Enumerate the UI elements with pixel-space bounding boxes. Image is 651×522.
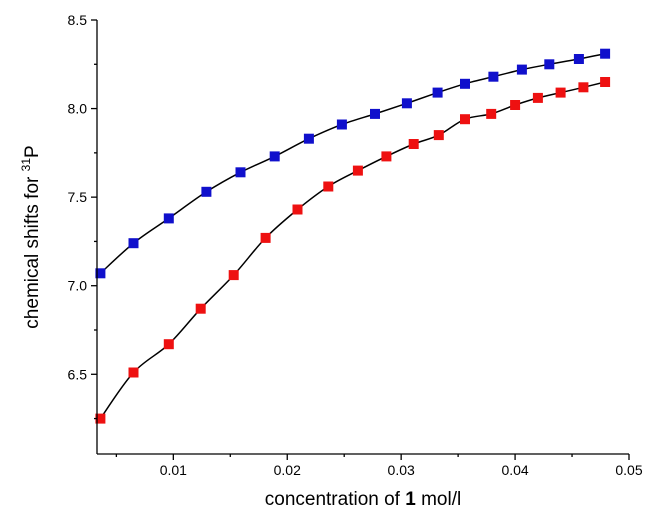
y-tick-label: 7.0: [68, 278, 88, 294]
data-point-red: [555, 87, 566, 98]
data-markers: [95, 48, 611, 424]
data-point-blue: [336, 119, 347, 130]
data-point-red: [600, 77, 611, 87]
data-point-blue: [573, 54, 584, 64]
data-point-blue: [432, 87, 443, 98]
data-point-blue: [95, 268, 106, 279]
y-tick-label: 8.0: [68, 101, 88, 117]
data-point-red: [128, 367, 139, 378]
data-point-red: [408, 139, 419, 149]
tick-labels: 0.01 0.02 0.03 0.04 0.05 6.5 7.0 7.5 8.0 8.5: [68, 12, 643, 478]
y-axis-title: chemical shifts for 31P: [19, 145, 43, 328]
data-point-blue: [303, 133, 314, 144]
data-point-blue: [163, 213, 174, 224]
data-point-blue: [460, 78, 470, 89]
data-point-blue: [401, 98, 412, 109]
plot-area: [95, 48, 611, 424]
data-point-blue: [600, 48, 611, 59]
data-point-red: [228, 270, 239, 281]
x-tick-label: 0.01: [160, 462, 187, 478]
axis-ticks: [91, 19, 630, 460]
y-tick-label: 6.5: [68, 366, 88, 382]
x-tick-label: 0.04: [501, 462, 528, 478]
data-point-red: [163, 339, 174, 350]
x-tick-label: 0.05: [615, 462, 642, 478]
data-point-red: [323, 181, 334, 192]
x-tick-label: 0.02: [274, 462, 301, 478]
data-point-red: [510, 100, 521, 110]
data-point-blue: [370, 108, 380, 119]
data-point-blue: [201, 186, 212, 197]
data-point-red: [95, 413, 106, 424]
x-axis-title: concentration of 1 mol/l: [265, 489, 461, 510]
data-point-red: [381, 151, 392, 162]
data-point-red: [195, 303, 206, 314]
data-point-blue: [488, 71, 499, 82]
data-point-red: [486, 108, 497, 119]
fit-curve-red: [99, 81, 606, 420]
data-point-red: [460, 114, 470, 125]
data-point-red: [578, 82, 589, 93]
data-point-blue: [128, 238, 139, 249]
data-point-red: [260, 232, 271, 243]
data-point-blue: [235, 167, 246, 178]
y-tick-label: 7.5: [68, 189, 88, 205]
data-point-red: [292, 204, 303, 215]
data-point-blue: [269, 151, 280, 162]
fit-curve-blue: [99, 52, 606, 274]
y-tick-label: 8.5: [68, 12, 88, 28]
data-point-blue: [544, 59, 555, 70]
data-point-blue: [516, 64, 527, 75]
data-point-red: [352, 165, 363, 176]
x-tick-label: 0.03: [388, 462, 415, 478]
data-point-red: [532, 92, 543, 103]
data-point-red: [433, 130, 444, 141]
